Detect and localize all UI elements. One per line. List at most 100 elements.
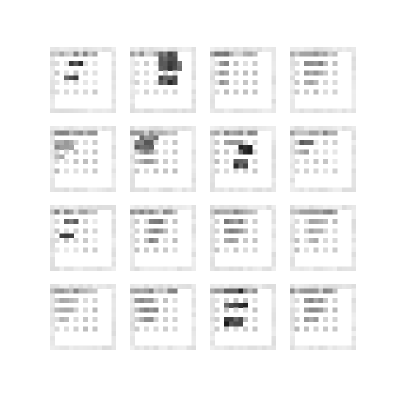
tile-pixel: [224, 321, 230, 327]
tile-pixel: [313, 187, 319, 193]
tile-pixel: [271, 238, 277, 243]
tile-pixel: [313, 80, 319, 85]
tile-pixel: [294, 345, 300, 351]
tile-pixel: [299, 209, 305, 215]
tile-pixel: [224, 159, 230, 164]
tile-pixel: [271, 326, 277, 332]
tile-pixel: [139, 307, 145, 313]
tile-pixel: [106, 345, 112, 351]
tile-pixel: [73, 238, 79, 243]
tile-pixel: [313, 168, 319, 174]
tile-pixel: [290, 326, 295, 332]
tile-pixel: [224, 149, 230, 155]
tile-pixel: [266, 108, 272, 114]
tile-pixel: [167, 288, 173, 294]
tile-pixel: [294, 205, 300, 210]
tile-pixel: [134, 317, 140, 322]
tile-pixel: [313, 205, 319, 210]
tile-pixel: [68, 108, 74, 114]
tile-pixel: [50, 103, 55, 109]
tile-pixel: [148, 140, 154, 146]
sample-tile-7: [210, 126, 277, 193]
tile-pixel: [299, 345, 305, 351]
tile-pixel: [219, 345, 225, 351]
tile-pixel: [130, 70, 135, 76]
tile-pixel: [238, 149, 244, 155]
tile-pixel: [313, 219, 319, 225]
tile-pixel: [167, 47, 173, 52]
tile-pixel: [233, 108, 239, 114]
tile-pixel: [224, 307, 230, 313]
tile-pixel: [130, 84, 135, 90]
tile-pixel: [50, 47, 55, 52]
tile-pixel: [214, 238, 220, 243]
tile-pixel: [238, 187, 244, 193]
tile-pixel: [130, 302, 135, 308]
tile-pixel: [294, 284, 300, 289]
tile-pixel: [134, 126, 140, 131]
tile-pixel: [247, 51, 253, 57]
tile-pixel: [73, 326, 79, 332]
tile-pixel: [172, 108, 178, 114]
tile-pixel: [144, 307, 150, 313]
tile-pixel: [337, 187, 343, 193]
tile-pixel: [323, 238, 328, 243]
tile-pixel: [144, 326, 150, 332]
tile-pixel: [210, 108, 215, 114]
tile-pixel: [167, 80, 173, 85]
tile-pixel: [219, 288, 225, 294]
tile-pixel: [210, 75, 215, 81]
tile-pixel: [290, 173, 295, 179]
tile-pixel: [257, 47, 263, 52]
tile-pixel: [54, 266, 60, 272]
tile-pixel: [304, 345, 310, 351]
tile-pixel: [50, 312, 55, 318]
tile-pixel: [163, 317, 168, 322]
tile-pixel: [290, 126, 295, 131]
tile-pixel: [290, 187, 295, 193]
tile-pixel: [153, 228, 159, 234]
tile-pixel: [210, 140, 215, 146]
tile-pixel: [177, 47, 183, 52]
tile-pixel: [111, 345, 117, 351]
tile-pixel: [228, 205, 234, 210]
tile-pixel: [130, 284, 135, 289]
tile-pixel: [337, 47, 343, 52]
tile-pixel: [257, 205, 263, 210]
sample-tile-5: [50, 126, 117, 193]
tile-pixel: [271, 247, 277, 253]
tile-pixel: [313, 89, 319, 95]
tile-pixel: [191, 302, 197, 308]
tile-pixel: [257, 187, 263, 193]
tile-pixel: [83, 187, 88, 193]
tile-pixel: [238, 205, 244, 210]
tile-pixel: [163, 140, 168, 146]
sample-tile-4: [290, 47, 357, 114]
tile-pixel: [294, 159, 300, 164]
tile-pixel: [158, 80, 164, 85]
tile-pixel: [50, 159, 55, 164]
tile-pixel: [191, 321, 197, 327]
tile-pixel: [92, 247, 98, 253]
tile-pixel: [290, 70, 295, 76]
tile-pixel: [271, 335, 277, 341]
tile-pixel: [210, 47, 215, 52]
tile-pixel: [144, 149, 150, 155]
tile-pixel: [332, 187, 338, 193]
tile-pixel: [332, 130, 338, 136]
tile-pixel: [243, 317, 248, 322]
tile-pixel: [243, 140, 248, 146]
tile-pixel: [172, 70, 178, 76]
tile-pixel: [304, 326, 310, 332]
tile-pixel: [228, 47, 234, 52]
tile-pixel: [158, 345, 164, 351]
tile-pixel: [130, 261, 135, 267]
tile-pixel: [290, 228, 295, 234]
tile-pixel: [50, 89, 55, 95]
tile-pixel: [290, 65, 295, 71]
tile-pixel: [214, 80, 220, 85]
tile-pixel: [290, 47, 295, 52]
tile-pixel: [50, 205, 55, 210]
tile-pixel: [290, 75, 295, 81]
